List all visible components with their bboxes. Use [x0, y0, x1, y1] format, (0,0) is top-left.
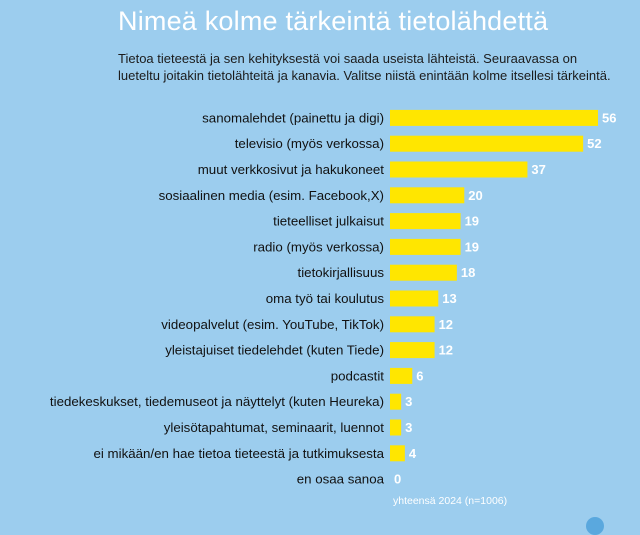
category-label: ei mikään/en hae tietoa tieteestä ja tut…: [94, 446, 385, 461]
value-label: 37: [531, 162, 545, 177]
value-label: 0: [394, 472, 401, 487]
value-label: 52: [587, 136, 601, 151]
value-label: 20: [468, 188, 482, 203]
category-label: muut verkkosivut ja hakukoneet: [198, 162, 385, 177]
category-label: yleistajuiset tiedelehdet (kuten Tiede): [165, 343, 384, 358]
value-label: 4: [409, 446, 417, 461]
bar: [390, 161, 528, 178]
bar: [390, 419, 402, 436]
bar: [390, 290, 439, 307]
bar: [390, 135, 584, 152]
value-label: 13: [442, 291, 456, 306]
category-label: oma työ tai koulutus: [266, 291, 385, 306]
category-label: videopalvelut (esim. YouTube, TikTok): [161, 317, 384, 332]
value-label: 6: [416, 368, 423, 383]
bar: [390, 187, 465, 204]
value-label: 12: [439, 317, 453, 332]
bar: [390, 342, 435, 359]
bar: [390, 238, 461, 255]
bar: [390, 445, 405, 462]
category-label: radio (myös verkossa): [253, 239, 384, 254]
chart-title: Nimeä kolme tärkeintä tietolähdettä: [118, 6, 549, 36]
category-label: sosiaalinen media (esim. Facebook,X): [159, 188, 384, 203]
corner-decoration: [586, 517, 604, 535]
value-label: 56: [602, 110, 616, 125]
category-label: en osaa sanoa: [297, 472, 385, 487]
bar: [390, 367, 413, 384]
category-label: podcastit: [331, 368, 385, 383]
category-label: tietokirjallisuus: [298, 265, 385, 280]
value-label: 3: [405, 420, 412, 435]
value-label: 19: [465, 214, 479, 229]
bar: [390, 316, 435, 333]
category-label: televisio (myös verkossa): [235, 136, 384, 151]
category-label: tieteelliset julkaisut: [273, 214, 384, 229]
value-label: 19: [465, 239, 479, 254]
value-label: 3: [405, 394, 412, 409]
value-label: 18: [461, 265, 475, 280]
value-label: 12: [439, 343, 453, 358]
bar: [390, 393, 402, 410]
bar: [390, 213, 461, 230]
category-label: sanomalehdet (painettu ja digi): [202, 110, 384, 125]
category-label: yleisötapahtumat, seminaarit, luennot: [164, 420, 385, 435]
series-footnote: yhteensä 2024 (n=1006): [393, 495, 507, 507]
bar: [390, 109, 598, 126]
bar: [390, 264, 457, 281]
chart-subtitle: Tietoa tieteestä ja sen kehityksestä voi…: [118, 51, 611, 83]
category-label: tiedekeskukset, tiedemuseot ja näyttelyt…: [50, 394, 384, 409]
